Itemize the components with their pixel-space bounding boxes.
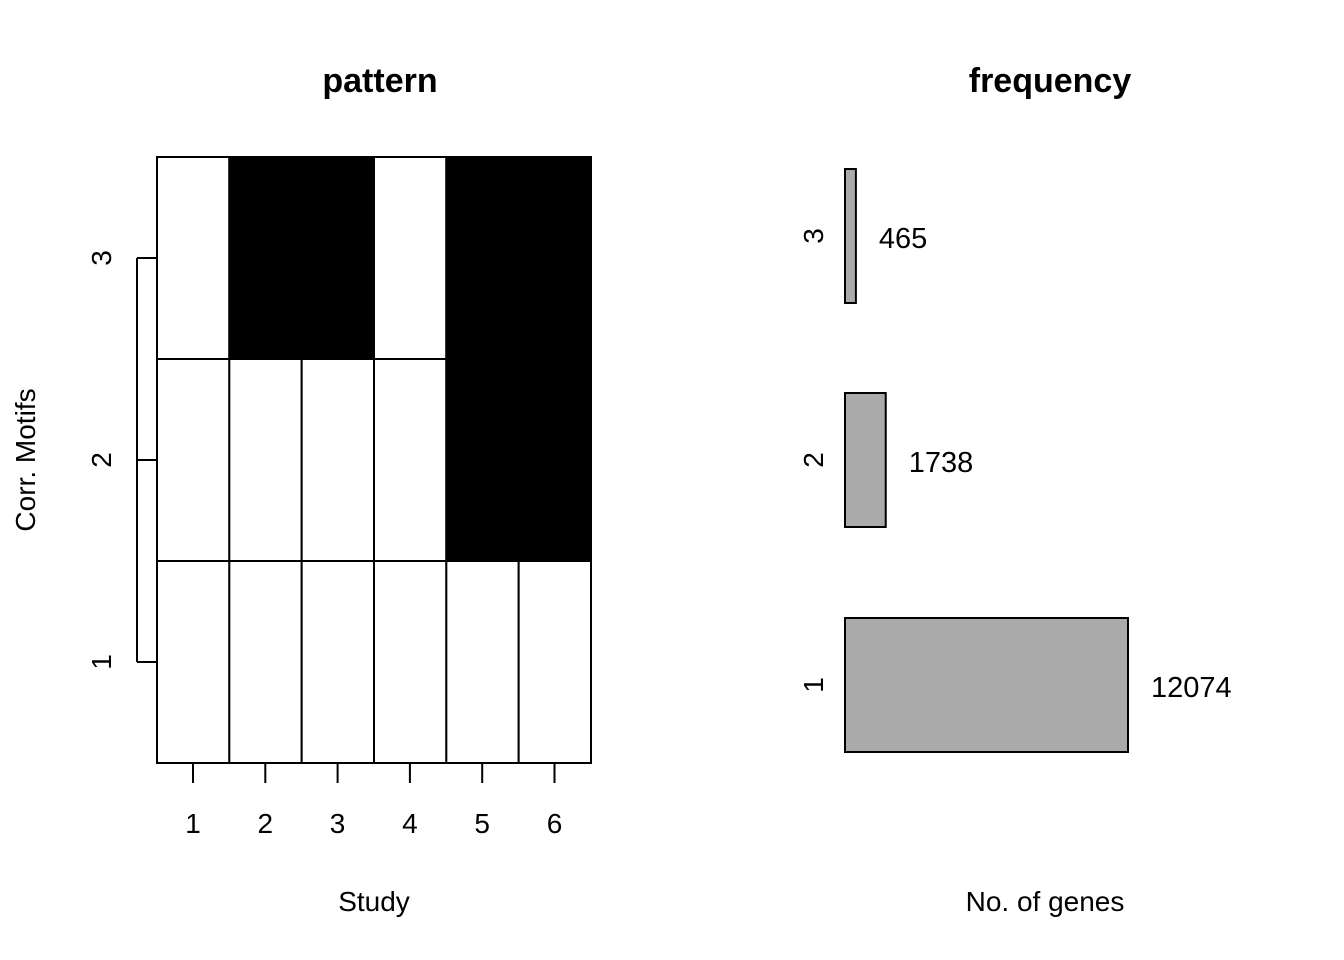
heatmap-y-axis: 1 2 3 (86, 250, 157, 670)
heatmap-cell (228, 156, 303, 360)
heatmap-cell (156, 156, 231, 360)
frequency-bar-value-label: 465 (879, 223, 927, 255)
heatmap-cell (156, 560, 231, 764)
heatmap-y-axis-label: Corr. Motifs (10, 388, 41, 531)
pattern-heatmap-panel: pattern Study Corr. Motifs 1 2 3 4 5 6 1 2 3 (10, 62, 593, 917)
frequency-category-label: 1 (798, 677, 829, 693)
heatmap-cell (445, 358, 520, 562)
heatmap-cell (517, 560, 593, 764)
heatmap-y-tick-label: 3 (86, 250, 117, 266)
heatmap-x-axis: 1 2 3 4 5 6 (185, 762, 563, 839)
heatmap-x-tick-label: 6 (547, 808, 563, 839)
heatmap-cell (517, 156, 593, 360)
heatmap-cell (373, 560, 448, 764)
bar-chart-bars: 12074 1 1738 2 465 3 (798, 168, 1232, 753)
heatmap-x-tick-label: 5 (474, 808, 490, 839)
frequency-bar-value-label: 1738 (909, 447, 974, 479)
frequency-category-label: 3 (798, 228, 829, 244)
heatmap-cell (373, 156, 448, 360)
frequency-bar (844, 392, 887, 528)
heatmap-x-tick-label: 1 (185, 808, 201, 839)
heatmap-x-tick-label: 4 (402, 808, 418, 839)
heatmap-cell (156, 358, 231, 562)
heatmap-x-tick-label: 2 (258, 808, 274, 839)
heatmap-cell (300, 560, 375, 764)
heatmap-cell (228, 358, 303, 562)
heatmap-cell (445, 156, 520, 360)
bar-chart-x-axis-label: No. of genes (966, 886, 1125, 917)
heatmap-x-tick-label: 3 (330, 808, 346, 839)
heatmap-cell (517, 358, 593, 562)
heatmap-y-tick-label: 1 (86, 654, 117, 670)
heatmap-cells (156, 156, 593, 764)
heatmap-cell (373, 358, 448, 562)
heatmap-cell (300, 156, 375, 360)
bar-chart-title: frequency (969, 62, 1132, 100)
heatmap-x-axis-label: Study (338, 886, 410, 917)
frequency-bar-value-label: 12074 (1151, 672, 1232, 704)
frequency-bar (844, 168, 857, 304)
frequency-bar (844, 617, 1129, 753)
heatmap-y-tick-label: 2 (86, 452, 117, 468)
heatmap-title: pattern (322, 62, 437, 100)
frequency-bar-panel: frequency No. of genes 12074 1 1738 2 465 3 (798, 62, 1232, 917)
heatmap-cell (445, 560, 520, 764)
frequency-category-label: 2 (798, 452, 829, 468)
heatmap-cell (300, 358, 375, 562)
heatmap-cell (228, 560, 303, 764)
